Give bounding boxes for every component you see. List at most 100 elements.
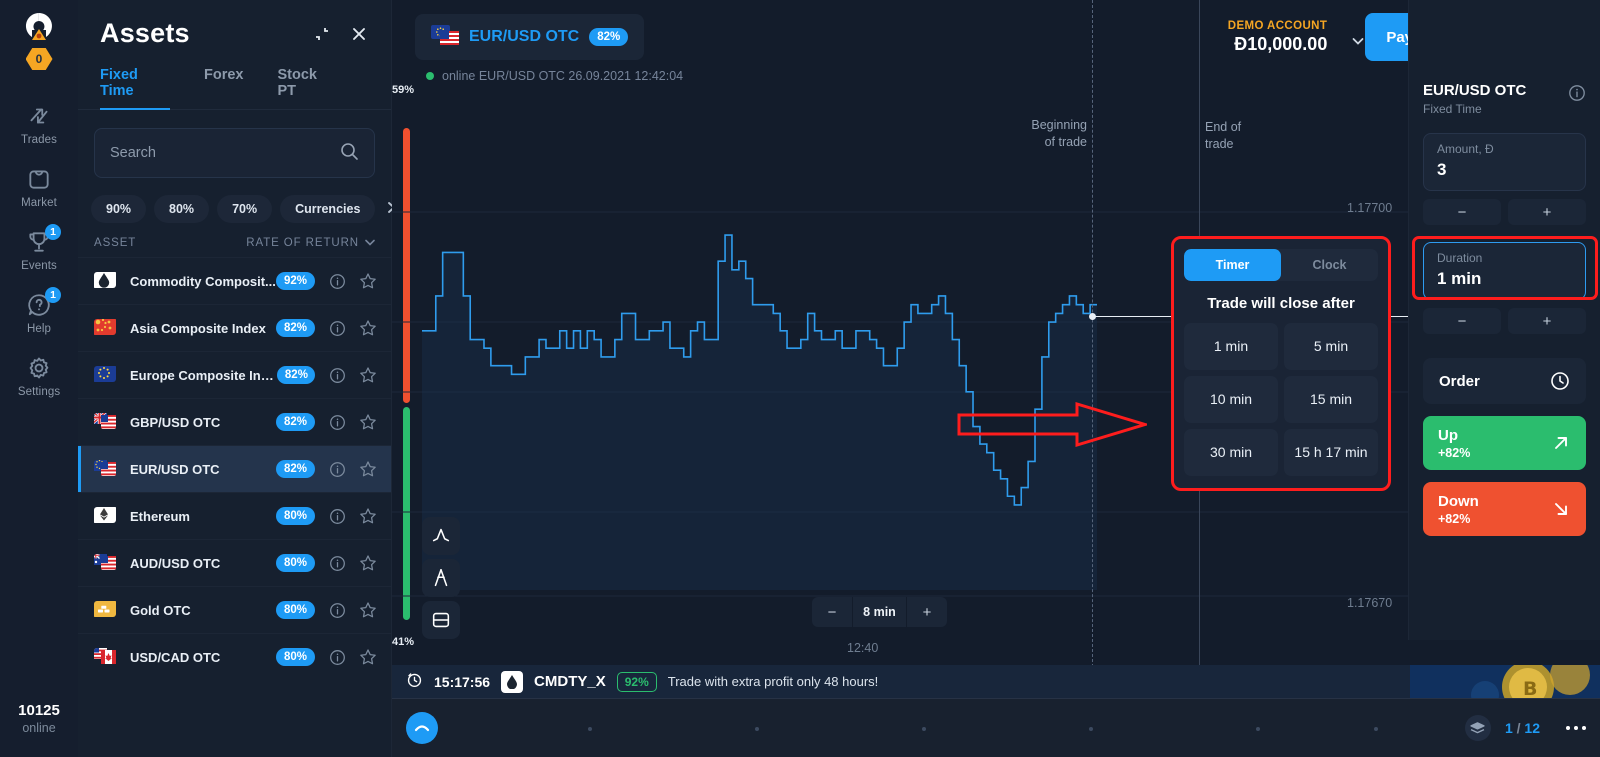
asset-name: AUD/USD OTC xyxy=(130,555,221,571)
asset-list[interactable]: Commodity Composit... 92% Asia Composite I… xyxy=(78,257,391,675)
table-row[interactable]: Asia Composite Index 82% xyxy=(78,304,391,351)
timeframe-stepper[interactable]: − 8 min + xyxy=(812,597,947,627)
duration-option-30min[interactable]: 30 min xyxy=(1184,429,1278,476)
favorite-star-icon[interactable] xyxy=(359,319,377,337)
svg-text:B: B xyxy=(1523,678,1537,698)
table-row[interactable]: AUD/USD OTC 80% xyxy=(78,539,391,586)
chip-90[interactable]: 90% xyxy=(91,195,147,223)
favorite-star-icon[interactable] xyxy=(359,460,377,478)
down-payout: +82% xyxy=(1438,511,1471,526)
info-icon[interactable] xyxy=(1568,84,1586,102)
table-row[interactable]: Gold OTC 80% xyxy=(78,586,391,633)
indicators-icon[interactable] xyxy=(422,517,460,555)
chip-70[interactable]: 70% xyxy=(217,195,273,223)
favorite-star-icon[interactable] xyxy=(359,413,377,431)
chip-80[interactable]: 80% xyxy=(154,195,210,223)
favorite-star-icon[interactable] xyxy=(359,272,377,290)
favorite-star-icon[interactable] xyxy=(359,366,377,384)
asset-payout-badge: 80% xyxy=(275,648,315,666)
up-button[interactable]: Up +82% xyxy=(1423,416,1586,470)
ticker-time: 15:17:56 xyxy=(434,673,491,690)
sidebar-item-events[interactable]: 1 Events xyxy=(0,218,78,281)
promo-banner[interactable]: B xyxy=(1410,665,1600,698)
asset-name: Gold OTC xyxy=(130,602,191,618)
info-icon[interactable] xyxy=(329,320,346,337)
order-button[interactable]: Order xyxy=(1423,358,1586,404)
account-selector[interactable]: DEMO ACCOUNT Đ10,000.00 xyxy=(1228,20,1366,55)
tab-fixed-time[interactable]: Fixed Time xyxy=(100,67,170,110)
timeframe-minus-button[interactable]: − xyxy=(827,603,837,621)
info-icon[interactable] xyxy=(329,367,346,384)
table-row[interactable]: Ethereum 80% xyxy=(78,492,391,539)
asset-payout-badge: 82% xyxy=(275,460,315,478)
duration-option-5min[interactable]: 5 min xyxy=(1284,323,1378,370)
table-row[interactable]: Europe Composite Index 82% xyxy=(78,351,391,398)
more-options-icon[interactable] xyxy=(1566,726,1586,730)
symbol-selector[interactable]: EUR/USD OTC 82% xyxy=(415,14,645,60)
timer-popup-tabs: Timer Clock xyxy=(1184,249,1378,281)
app-logo[interactable]: 0 xyxy=(21,10,57,70)
sidebar-label-help: Help xyxy=(26,323,52,335)
chat-button[interactable] xyxy=(406,712,438,744)
trade-mode: Fixed Time xyxy=(1423,102,1482,116)
favorite-star-icon[interactable] xyxy=(359,554,377,572)
amount-field[interactable]: Amount, Đ 3 xyxy=(1423,133,1586,191)
assets-header-actions xyxy=(312,24,369,44)
quote-status: online EUR/USD OTC 26.09.2021 12:42:04 xyxy=(426,69,683,83)
table-row[interactable]: Commodity Composit... 92% xyxy=(78,257,391,304)
asset-payout-badge: 82% xyxy=(275,413,315,431)
close-icon[interactable] xyxy=(349,24,369,44)
duration-option-15min[interactable]: 15 min xyxy=(1284,376,1378,423)
duration-option-15h17min[interactable]: 15 h 17 min xyxy=(1284,429,1378,476)
duration-plus-button[interactable]: + xyxy=(1508,308,1586,334)
tab-stock-pt[interactable]: Stock PT xyxy=(277,67,317,99)
info-icon[interactable] xyxy=(329,273,346,290)
favorite-star-icon[interactable] xyxy=(359,648,377,666)
timeframe-plus-button[interactable]: + xyxy=(922,603,932,621)
info-icon[interactable] xyxy=(329,602,346,619)
sidebar-label-settings: Settings xyxy=(17,386,61,398)
duration-option-1min[interactable]: 1 min xyxy=(1184,323,1278,370)
amount-minus-button[interactable]: − xyxy=(1423,199,1501,225)
down-button[interactable]: Down +82% xyxy=(1423,482,1586,536)
sidebar-item-help[interactable]: 1 Help xyxy=(0,281,78,344)
asset-payout-badge: 82% xyxy=(275,319,315,337)
column-rate-of-return[interactable]: RATE OF RETURN xyxy=(246,237,375,249)
table-row[interactable]: USD/CAD OTC 80% xyxy=(78,633,391,675)
info-icon[interactable] xyxy=(329,649,346,666)
chip-currencies[interactable]: Currencies xyxy=(280,195,376,223)
deals-timeline[interactable] xyxy=(460,726,1443,731)
end-trade-label: End of trade xyxy=(1205,120,1242,151)
duration-minus-button[interactable]: − xyxy=(1423,308,1501,334)
info-icon[interactable] xyxy=(329,508,346,525)
collapse-icon[interactable] xyxy=(312,24,332,44)
deal-stack-icon[interactable] xyxy=(1464,715,1491,741)
sidebar-item-trades[interactable]: Trades xyxy=(0,92,78,155)
search-input[interactable] xyxy=(110,145,339,161)
timer-options-grid: 1 min 5 min 10 min 15 min 30 min 15 h 17… xyxy=(1184,323,1378,476)
amount-plus-button[interactable]: + xyxy=(1508,199,1586,225)
info-icon[interactable] xyxy=(329,414,346,431)
favorite-star-icon[interactable] xyxy=(359,507,377,525)
sidebar-item-market[interactable]: Market xyxy=(0,155,78,218)
sidebar-item-settings[interactable]: Settings xyxy=(0,344,78,407)
tab-clock[interactable]: Clock xyxy=(1312,258,1347,272)
chart-type-icon[interactable] xyxy=(422,601,460,639)
table-row[interactable]: EUR/USD OTC 82% xyxy=(78,445,391,492)
tab-forex[interactable]: Forex xyxy=(203,67,244,83)
eth-icon xyxy=(94,507,118,525)
tab-timer[interactable]: Timer xyxy=(1184,249,1281,281)
logo-badge: 0 xyxy=(25,48,53,70)
alarm-clock-icon xyxy=(406,671,423,693)
info-icon[interactable] xyxy=(329,555,346,572)
duration-option-10min[interactable]: 10 min xyxy=(1184,376,1278,423)
arrow-up-right-icon xyxy=(1551,433,1571,453)
asia-icon xyxy=(94,319,118,337)
info-icon[interactable] xyxy=(329,461,346,478)
search-box[interactable] xyxy=(94,128,375,178)
drawing-tools-icon[interactable] xyxy=(422,559,460,597)
favorite-star-icon[interactable] xyxy=(359,601,377,619)
aud-usd-icon xyxy=(94,554,118,572)
table-row[interactable]: GBP/USD OTC 82% xyxy=(78,398,391,445)
duration-field[interactable]: Duration 1 min xyxy=(1423,242,1586,300)
